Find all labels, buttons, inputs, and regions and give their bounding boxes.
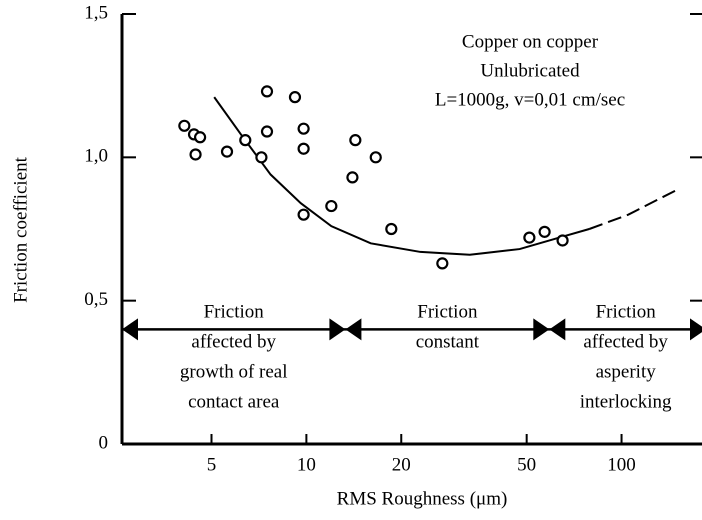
region-label: constant — [416, 332, 480, 353]
data-point — [260, 125, 274, 138]
data-point — [297, 208, 310, 221]
data-point — [189, 148, 202, 161]
x-axis-label: RMS Roughness (μm) — [337, 488, 508, 509]
arrow-head — [345, 318, 362, 341]
data-point — [260, 85, 274, 98]
x-tick-label: 10 — [297, 454, 316, 475]
data-point — [523, 231, 536, 244]
y-tick-label: 0 — [99, 432, 109, 453]
region-label: growth of real — [180, 362, 288, 383]
arrow-head — [549, 318, 566, 341]
data-point — [297, 142, 310, 155]
data-point — [436, 257, 449, 270]
data-point — [346, 171, 359, 184]
region-label: interlocking — [580, 392, 672, 413]
x-tick-label: 5 — [207, 454, 217, 475]
data-point — [369, 151, 382, 164]
data-point — [556, 234, 569, 247]
y-tick-label: 1,5 — [84, 2, 108, 23]
data-point — [297, 122, 310, 135]
arrow-head — [122, 318, 138, 341]
region-label: affected by — [191, 332, 276, 353]
x-tick-label: 50 — [517, 454, 536, 475]
y-tick-label: 1,0 — [84, 146, 108, 167]
annotation: L=1000g, v=0,01 cm/sec — [435, 89, 625, 110]
region-label: Friction — [596, 302, 657, 323]
arrow-head — [690, 318, 702, 341]
data-point — [255, 151, 268, 164]
data-point — [220, 145, 234, 158]
data-point — [288, 91, 302, 104]
x-tick-label: 100 — [607, 454, 636, 475]
region-label: Friction — [417, 302, 478, 323]
y-tick-label: 0,5 — [84, 289, 108, 310]
annotation: Copper on copper — [462, 31, 599, 52]
region-label: Friction — [204, 302, 265, 323]
fit-curve — [213, 96, 590, 256]
data-point — [193, 131, 207, 144]
region-label: contact area — [188, 392, 280, 413]
data-point — [239, 134, 252, 147]
region-label: affected by — [583, 332, 668, 353]
y-axis-label: Friction coefficient — [10, 156, 31, 303]
data-point — [538, 225, 551, 238]
data-point — [325, 199, 338, 213]
data-point — [385, 222, 398, 236]
arrow-head — [329, 318, 346, 341]
region-label: asperity — [596, 362, 657, 383]
x-tick-label: 20 — [392, 454, 411, 475]
data-point — [349, 134, 362, 147]
arrow-head — [533, 318, 550, 341]
annotation: Unlubricated — [480, 60, 580, 81]
fit-curve-dashed — [588, 187, 680, 230]
data-point — [178, 119, 191, 132]
